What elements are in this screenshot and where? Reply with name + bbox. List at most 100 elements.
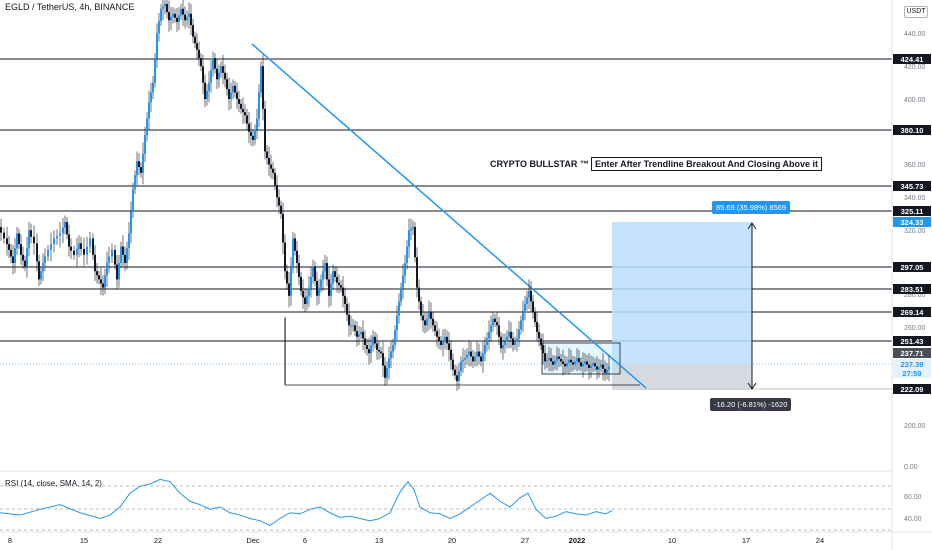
candle-body bbox=[274, 172, 276, 186]
axis-background bbox=[892, 0, 932, 550]
candle-body bbox=[554, 360, 556, 365]
candle-body bbox=[232, 85, 234, 93]
candle-body bbox=[268, 158, 270, 165]
candle-body bbox=[70, 246, 72, 251]
candle-body bbox=[338, 282, 340, 286]
candle-body bbox=[450, 349, 452, 360]
candle-body bbox=[146, 118, 148, 136]
candle-body bbox=[516, 338, 518, 342]
candle-body bbox=[436, 331, 438, 337]
candle-body bbox=[432, 318, 434, 326]
candle-body bbox=[546, 359, 548, 362]
time-tick: 10 bbox=[668, 536, 676, 545]
target-zone bbox=[612, 222, 752, 364]
candle-body bbox=[206, 90, 208, 99]
candle-body bbox=[606, 369, 608, 373]
candle-body bbox=[486, 338, 488, 345]
candle-body bbox=[116, 264, 118, 280]
candle-body bbox=[540, 338, 542, 345]
trendline bbox=[251, 43, 647, 389]
candle-body bbox=[522, 312, 524, 321]
candle-body bbox=[228, 89, 230, 99]
candle-body bbox=[536, 322, 538, 332]
candle-body bbox=[384, 365, 386, 378]
candle-body bbox=[586, 361, 588, 365]
candle-body bbox=[390, 351, 392, 359]
candle-body bbox=[460, 361, 462, 372]
candle-body bbox=[118, 263, 120, 280]
candle-body bbox=[33, 236, 35, 244]
candle-body bbox=[462, 359, 464, 362]
candle-body bbox=[12, 256, 14, 263]
level-tag bbox=[893, 54, 931, 64]
candle-body bbox=[210, 70, 212, 83]
level-label: 345.73 bbox=[901, 182, 924, 191]
candle-body bbox=[122, 246, 124, 255]
candle-body bbox=[92, 238, 94, 255]
candle-body bbox=[402, 275, 404, 288]
level-label: 283.51 bbox=[901, 285, 924, 294]
level-label: 222.09 bbox=[901, 385, 924, 394]
candle-body bbox=[430, 312, 432, 319]
range-arrow-up bbox=[747, 222, 757, 230]
candle-body bbox=[548, 358, 550, 360]
candle-body bbox=[534, 312, 536, 323]
candle-body bbox=[298, 263, 300, 277]
candle-body bbox=[404, 263, 406, 276]
candle-body bbox=[188, 13, 190, 17]
candle-body bbox=[66, 222, 68, 235]
price-tick: 0.00 bbox=[904, 464, 918, 471]
candle-body bbox=[318, 287, 320, 296]
candle-body bbox=[484, 345, 486, 354]
candle-body bbox=[434, 325, 436, 332]
candle-body bbox=[142, 153, 144, 173]
candle-body bbox=[352, 325, 354, 327]
candle-body bbox=[306, 295, 308, 304]
candle-body bbox=[286, 271, 288, 284]
candle-body bbox=[156, 33, 158, 58]
candle-body bbox=[224, 72, 226, 80]
candle-body bbox=[294, 238, 296, 251]
candle-body bbox=[504, 341, 506, 345]
candle-body bbox=[270, 164, 272, 169]
candle-body bbox=[64, 222, 66, 228]
candle-body bbox=[168, 12, 170, 21]
currency-badge[interactable]: USDT bbox=[904, 6, 928, 18]
candle-body bbox=[558, 356, 560, 359]
candle-body bbox=[194, 36, 196, 44]
candle-body bbox=[182, 8, 184, 15]
candle-body bbox=[124, 254, 126, 263]
candle-body bbox=[62, 227, 64, 234]
rsi-tick: 40.00 bbox=[904, 516, 922, 523]
candle-body bbox=[370, 345, 372, 354]
candle-body bbox=[476, 351, 478, 357]
time-tick: 13 bbox=[375, 536, 383, 545]
candle-body bbox=[164, 3, 166, 7]
candle-body bbox=[134, 175, 136, 190]
candle-body bbox=[406, 246, 408, 263]
candle-body bbox=[73, 250, 75, 255]
candle-body bbox=[53, 238, 55, 245]
candle-body bbox=[202, 66, 204, 83]
time-tick: 2022 bbox=[569, 536, 586, 545]
candle-body bbox=[528, 290, 530, 298]
candle-body bbox=[458, 371, 460, 382]
candle-body bbox=[300, 276, 302, 291]
candle-body bbox=[8, 244, 10, 250]
candle-body bbox=[80, 243, 82, 250]
candle-body bbox=[284, 242, 286, 272]
candle-body bbox=[94, 254, 96, 272]
candle-body bbox=[160, 8, 162, 22]
candle-body bbox=[234, 85, 236, 93]
candle-body bbox=[440, 340, 442, 345]
candle-body bbox=[342, 287, 344, 296]
price-tick: 260.00 bbox=[904, 325, 926, 332]
candle-body bbox=[260, 66, 262, 93]
candle-body bbox=[512, 338, 514, 345]
candle-body bbox=[322, 271, 324, 280]
candle-body bbox=[532, 301, 534, 313]
candle-body bbox=[438, 336, 440, 341]
candle-body bbox=[382, 353, 384, 366]
candle-body bbox=[510, 331, 512, 339]
